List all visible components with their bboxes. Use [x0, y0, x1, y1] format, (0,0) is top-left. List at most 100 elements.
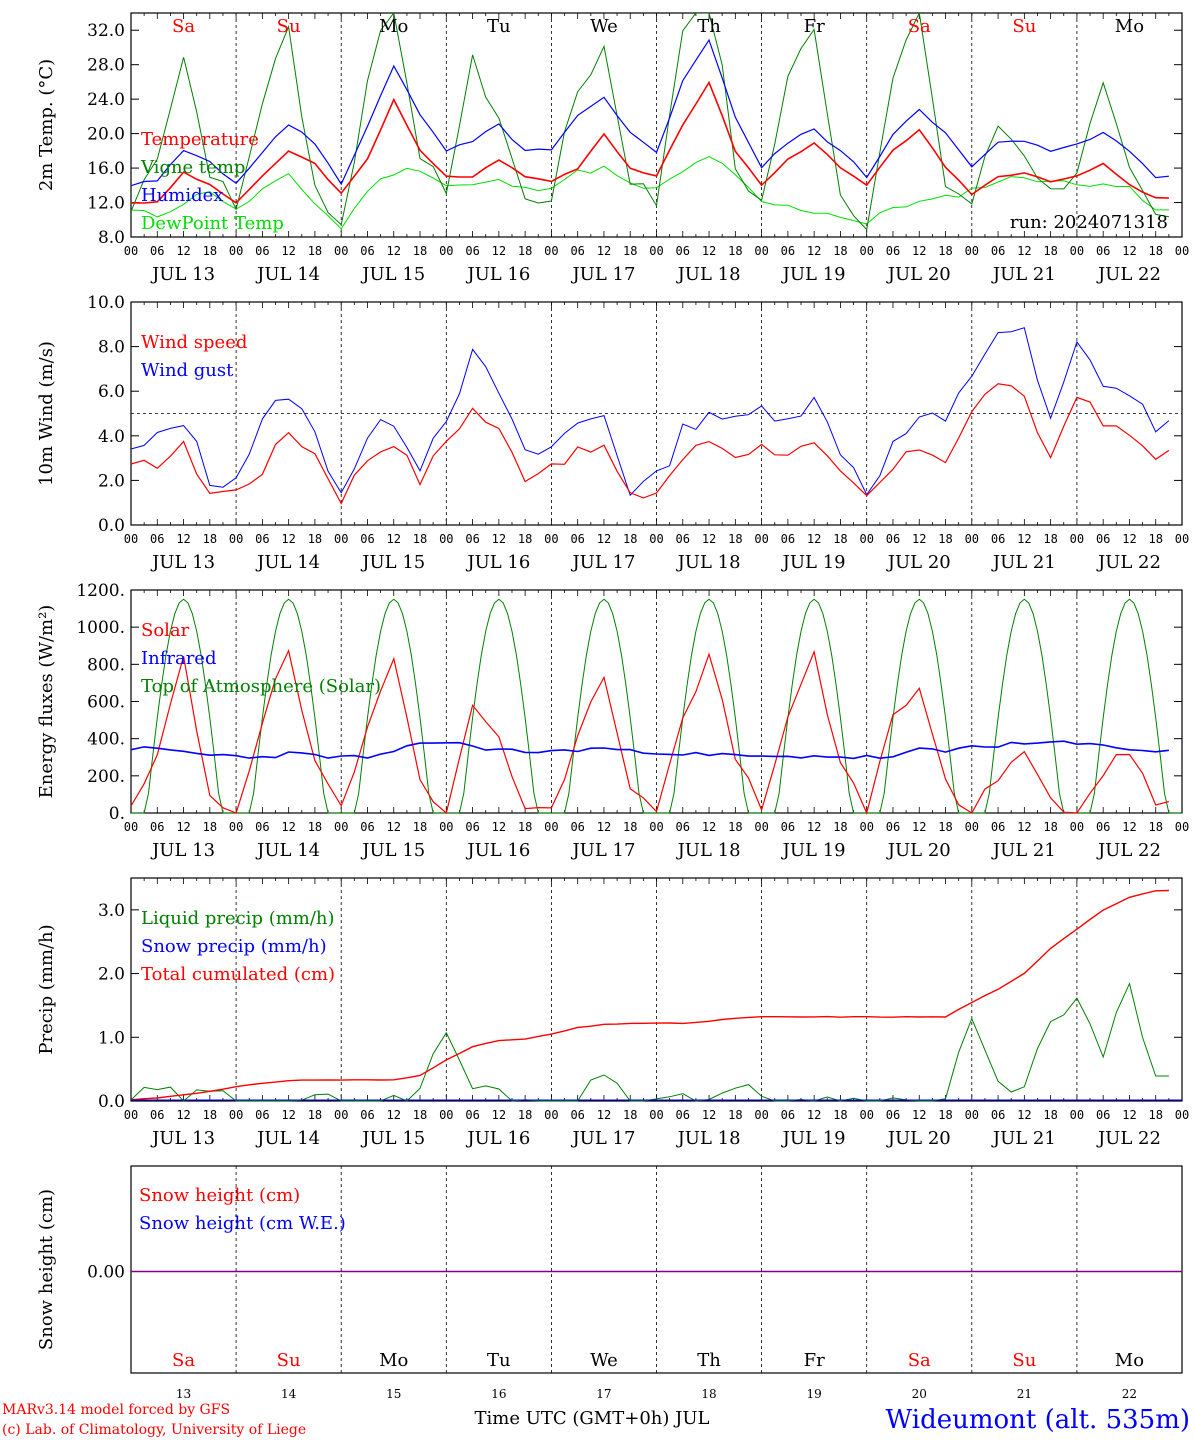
hour-tick-label: 06 [150, 244, 164, 258]
hour-tick-label: 06 [676, 820, 690, 834]
hour-tick-label: 06 [570, 244, 584, 258]
hour-tick-label: 00 [439, 244, 453, 258]
day-number-label: 17 [596, 1387, 611, 1401]
hour-tick-label: 18 [1148, 532, 1162, 546]
y-tick-label: 8.0 [98, 338, 125, 358]
date-label: JUL 20 [886, 1128, 951, 1149]
date-label: JUL 16 [465, 552, 530, 573]
date-label: JUL 17 [570, 1128, 635, 1149]
hour-tick-label: 12 [912, 1108, 926, 1122]
hour-tick-label: 12 [1017, 532, 1031, 546]
temperature-line [131, 80, 1169, 204]
day-number-label: 14 [281, 1387, 297, 1401]
hour-tick-label: 18 [728, 244, 742, 258]
hour-tick-label: 12 [807, 244, 821, 258]
hour-tick-label: 18 [623, 820, 637, 834]
hour-tick-label: 06 [991, 532, 1005, 546]
hour-tick-label: 18 [938, 532, 952, 546]
date-label: JUL 16 [465, 840, 530, 861]
hour-tick-label: 18 [623, 244, 637, 258]
x-axis-label: Time UTC (GMT+0h) JUL [475, 1408, 710, 1429]
date-label: JUL 20 [886, 264, 951, 285]
hour-tick-label: 00 [1070, 820, 1084, 834]
model-credit: MARv3.14 model forced by GFS [2, 1402, 230, 1418]
hour-tick-label: 12 [702, 532, 716, 546]
hour-tick-label: 06 [676, 244, 690, 258]
hour-tick-label: 18 [308, 1108, 322, 1122]
weekday-label: Su [1012, 16, 1036, 37]
day-number-label: 18 [701, 1387, 716, 1401]
hour-tick-label: 18 [1043, 1108, 1057, 1122]
day-number-label: 15 [386, 1387, 401, 1401]
hour-tick-label: 06 [360, 244, 374, 258]
hour-tick-label: 00 [334, 820, 348, 834]
y-axis-label: Snow height (cm) [36, 1189, 57, 1350]
y-tick-label: 400. [87, 730, 125, 750]
day-number-label: 21 [1017, 1387, 1032, 1401]
hour-tick-label: 00 [649, 532, 663, 546]
hour-tick-label: 00 [965, 532, 979, 546]
hour-tick-label: 12 [1122, 820, 1136, 834]
legend-top-of-atmosphere-solar: Top of Atmosphere (Solar) [141, 676, 381, 697]
hour-tick-label: 00 [1070, 532, 1084, 546]
hour-tick-label: 06 [570, 532, 584, 546]
hour-tick-label: 12 [1017, 1108, 1031, 1122]
hour-tick-label: 06 [360, 820, 374, 834]
hour-tick-label: 06 [465, 1108, 479, 1122]
hour-tick-label: 06 [465, 244, 479, 258]
date-label: JUL 13 [150, 264, 215, 285]
hour-tick-label: 00 [544, 532, 558, 546]
wind-gust-line [130, 327, 1170, 497]
hour-tick-label: 06 [991, 1108, 1005, 1122]
weekday-label: Su [1012, 1350, 1036, 1371]
hour-tick-label: 12 [1017, 820, 1031, 834]
hour-tick-label: 06 [150, 532, 164, 546]
y-tick-label: 1000. [76, 618, 125, 638]
y-tick-label: 0.00 [87, 1263, 125, 1283]
hour-tick-label: 12 [807, 532, 821, 546]
y-tick-label: 1.0 [98, 1028, 125, 1048]
hour-tick-label: 12 [492, 820, 506, 834]
y-tick-label: 600. [87, 693, 125, 713]
hour-tick-label: 18 [308, 820, 322, 834]
hour-tick-label: 00 [859, 820, 873, 834]
hour-tick-label: 00 [965, 244, 979, 258]
hour-tick-label: 18 [728, 1108, 742, 1122]
y-tick-label: 4.0 [98, 427, 125, 447]
hour-tick-label: 00 [754, 1108, 768, 1122]
hour-tick-label: 00 [649, 820, 663, 834]
panel-4: 00 06 12 18 JUL 13 00 06 12 18 JUL 14 00 06 12 18 JUL … [36, 877, 1189, 1149]
hour-tick-label: 12 [281, 1108, 295, 1122]
humidex-line [131, 38, 1169, 187]
hour-tick-label: 00 [1175, 1108, 1189, 1122]
hour-tick-label: 06 [360, 1108, 374, 1122]
hour-tick-label: 12 [281, 244, 295, 258]
hour-tick-label: 18 [1148, 820, 1162, 834]
weekday-label: Sa [172, 16, 195, 37]
date-label: JUL 13 [150, 840, 215, 861]
hour-tick-label: 06 [886, 820, 900, 834]
hour-tick-label: 18 [518, 820, 532, 834]
date-label: JUL 19 [781, 552, 846, 573]
hour-tick-label: 06 [886, 1108, 900, 1122]
y-tick-label: 3.0 [98, 901, 125, 921]
hour-tick-label: 00 [124, 820, 138, 834]
hour-tick-label: 06 [150, 820, 164, 834]
legend-wind-speed: Wind speed [141, 332, 247, 353]
y-tick-label: 2.0 [98, 471, 125, 491]
hour-tick-label: 00 [124, 1108, 138, 1122]
hour-tick-label: 00 [229, 532, 243, 546]
hour-tick-label: 00 [859, 532, 873, 546]
weekday-label: Tu [487, 1350, 511, 1371]
weekday-label: Mo [379, 16, 408, 37]
liquid-precip-line [130, 982, 1169, 1102]
y-axis-label: Energy fluxes (W/m²) [36, 605, 57, 799]
y-tick-label: 200. [87, 767, 125, 787]
date-label: JUL 21 [991, 264, 1056, 285]
hour-tick-label: 00 [859, 244, 873, 258]
y-axis-label: 2m Temp. (°C) [36, 59, 57, 191]
hour-tick-label: 18 [413, 244, 427, 258]
hour-tick-label: 12 [702, 1108, 716, 1122]
hour-tick-label: 00 [544, 244, 558, 258]
